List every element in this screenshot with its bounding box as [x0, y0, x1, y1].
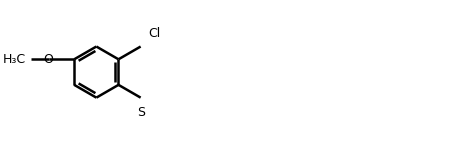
Text: S: S — [138, 105, 146, 119]
Text: Cl: Cl — [149, 27, 161, 40]
Text: H₃C: H₃C — [3, 53, 26, 66]
Text: O: O — [44, 53, 54, 66]
